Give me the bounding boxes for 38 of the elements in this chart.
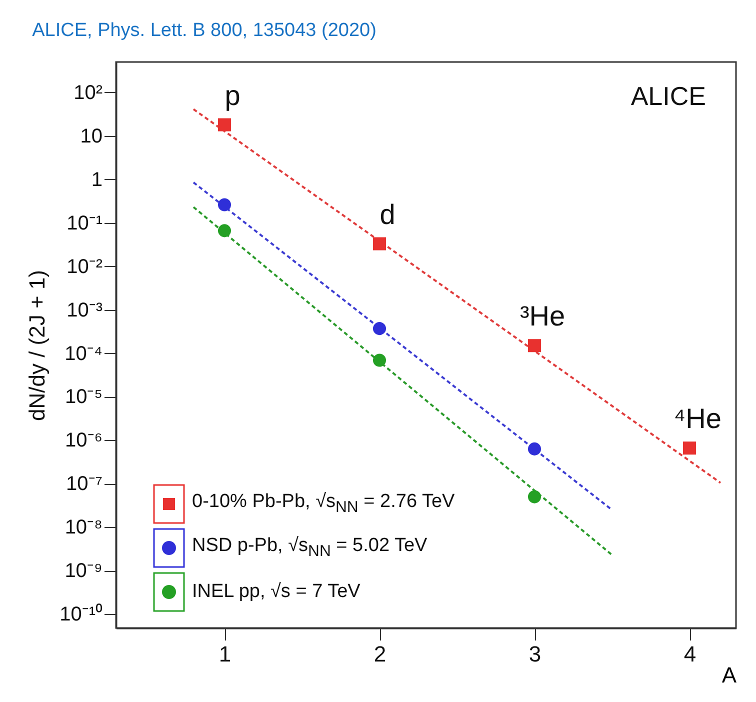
x-tick-label: 4 (684, 642, 696, 666)
chart-title: ALICE, Phys. Lett. B 800, 135043 (2020) (32, 20, 376, 41)
y-tick-label: 10 (80, 125, 102, 148)
point (682, 442, 696, 455)
legend-label: NSD p-Pb, √s$_{NN}$ = 5.02 TeV (192, 535, 428, 561)
y-tick-label: 10⁻² (66, 256, 103, 278)
y-tick-label: 10⁻⁶ (65, 430, 102, 452)
y-tick-label: 10⁻⁷ (66, 473, 102, 496)
point (528, 490, 542, 504)
point (528, 339, 542, 352)
y-tick-label: 10⁻³ (66, 299, 103, 322)
legend-label: 0-10% Pb-Pb, √s$_{NN}$ = 2.76 TeV (192, 491, 455, 517)
x-tick-label: 2 (374, 642, 386, 666)
x-tick-label: 1 (218, 642, 232, 666)
point (372, 237, 386, 250)
point (218, 224, 232, 238)
point (372, 322, 386, 336)
point (218, 198, 232, 212)
y-tick-label: 10² (74, 82, 103, 104)
point (528, 442, 542, 456)
annotation: d (380, 198, 396, 230)
point (218, 118, 232, 132)
x-tick-label: 3 (528, 642, 542, 666)
annotation: ³He (520, 300, 566, 332)
annotation: ⁴He (674, 403, 722, 434)
y-tick-label: 10⁻⁸ (64, 516, 102, 539)
y-tick-label: 10⁻¹⁰ (60, 602, 102, 626)
x-axis-title: A (722, 662, 737, 688)
point (372, 354, 386, 367)
y-tick-label: 10⁻⁴ (64, 342, 102, 365)
legend-label: INEL pp, √s = 7 TeV (192, 581, 360, 603)
y-axis-title: dN/dy / (2J + 1) (24, 270, 50, 422)
y-tick-label: 1 (91, 168, 102, 191)
annotation: p (224, 80, 240, 111)
y-tick-label: 10⁻⁹ (64, 560, 102, 582)
y-tick-label: 10⁻¹ (66, 212, 103, 234)
annotation: ALICE (630, 81, 706, 111)
y-tick-label: 10⁻⁵ (64, 386, 102, 408)
